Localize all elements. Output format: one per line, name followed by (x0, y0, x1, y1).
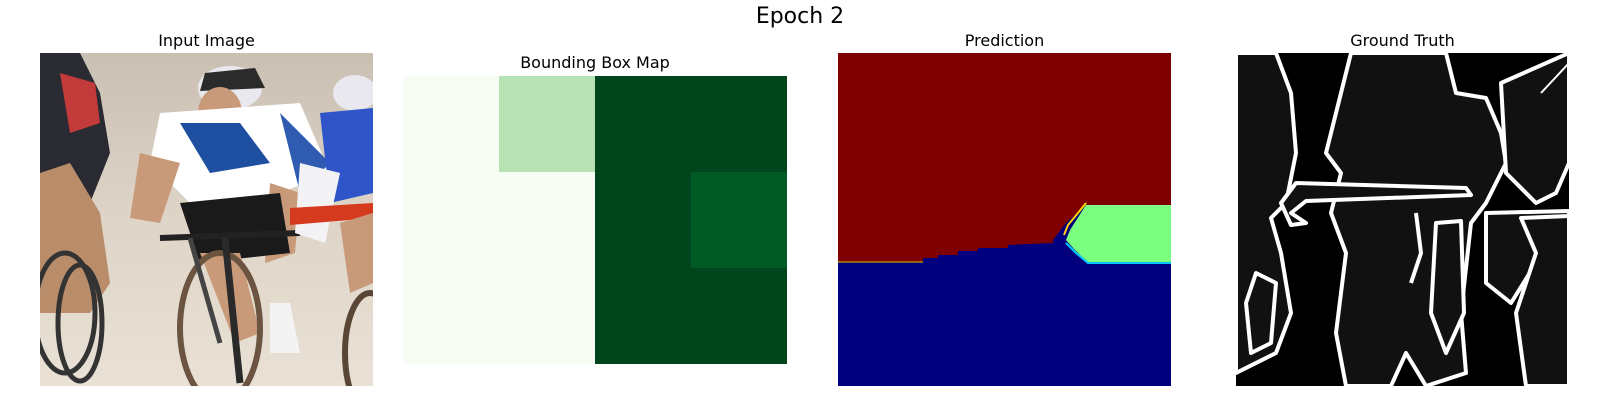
input-image (40, 53, 373, 386)
input-image-title: Input Image (158, 31, 255, 50)
ground-truth-title: Ground Truth (1350, 31, 1455, 50)
bbox-map (403, 76, 787, 364)
figure-title: Epoch 2 (755, 4, 845, 29)
prediction-title: Prediction (964, 31, 1045, 50)
ground-truth-map (1236, 53, 1569, 386)
bbox-map-title: Bounding Box Map (520, 53, 670, 72)
prediction-map (838, 53, 1171, 386)
